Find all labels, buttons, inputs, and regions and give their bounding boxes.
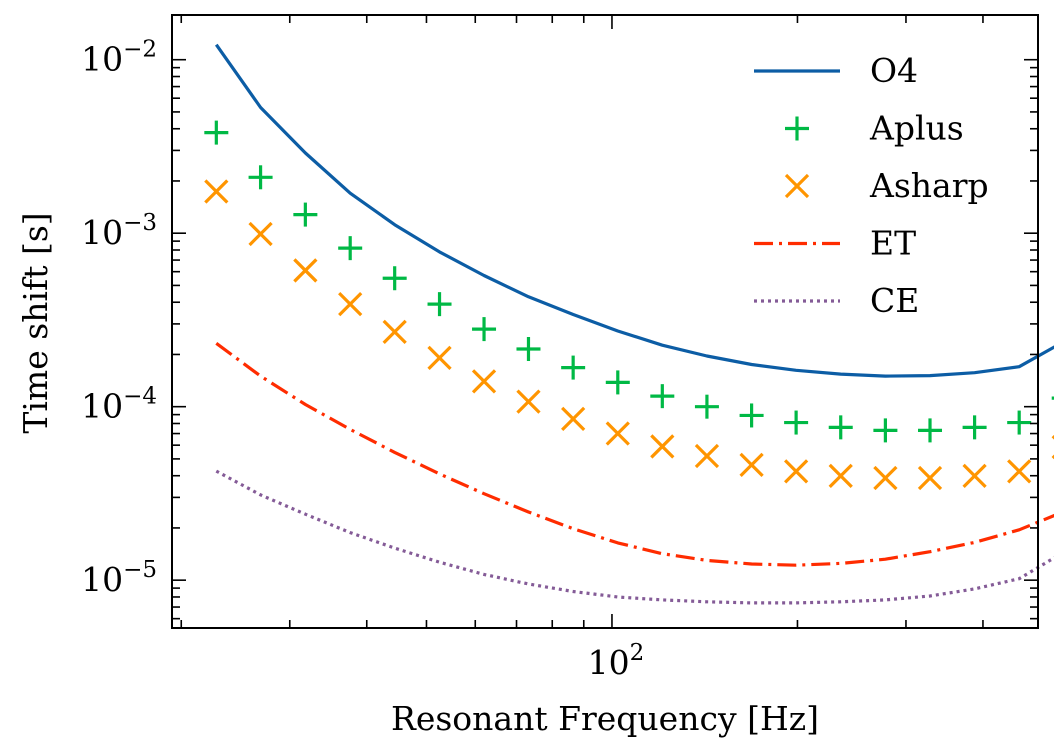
marker-asharp [962,463,987,489]
marker-asharp [204,179,229,204]
marker-aplus [739,403,764,428]
series-line-o4 [214,43,1054,378]
legend-label-ce: CE [870,281,919,320]
marker-asharp [471,369,497,394]
marker-asharp [427,345,452,371]
marker-aplus [427,292,452,317]
legend-label-asharp: Asharp [869,166,989,205]
marker-asharp [382,319,407,344]
marker-aplus [828,415,853,440]
tick-layer: 10−5 10−4 10−3 10−2 102 [81,15,1038,682]
marker-asharp [338,292,363,317]
marker-aplus [694,394,719,419]
marker-aplus [1007,410,1032,435]
y-tick-label: 10−2 [81,37,157,79]
series-line-et [215,342,1054,567]
marker-asharp [1007,459,1032,484]
plot-frame [171,14,1039,629]
marker-asharp [650,434,675,459]
marker-aplus [561,355,586,380]
marker-asharp [605,421,630,446]
marker-aplus [248,165,273,190]
marker-aplus [605,370,630,395]
x-tick-label: 102 [588,640,645,682]
y-tick-label: 10−5 [81,557,157,599]
legend-label-o4: O4 [870,51,918,90]
marker-aplus [873,418,898,443]
marker-aplus [516,337,541,362]
x-axis-label: Resonant Frequency [Hz] [391,699,819,738]
y-tick-label: 10−4 [81,384,157,426]
marker-aplus [472,317,497,342]
marker-aplus [918,418,943,443]
data-layer [204,43,1054,605]
marker-asharp [783,459,809,484]
marker-asharp [828,463,853,489]
marker-asharp [248,221,273,247]
legend-label-et: ET [870,224,916,263]
marker-aplus [382,266,407,291]
marker-asharp [917,465,943,491]
series-line-ce [215,469,1054,605]
legend-marker-aplus [785,116,809,141]
legend-marker-asharp [784,173,810,199]
marker-aplus [962,415,987,440]
legend: O4 Aplus Asharp ET CE [754,51,989,320]
marker-asharp [561,406,586,432]
marker-asharp [293,258,318,283]
marker-aplus [650,384,675,409]
legend-label-aplus: Aplus [869,109,964,148]
marker-aplus [784,410,809,435]
y-axis-label: Time shift [s] [16,212,55,433]
marker-aplus [293,202,318,227]
marker-asharp [873,465,898,491]
marker-asharp [516,389,541,414]
y-tick-label: 10−3 [81,210,157,252]
marker-asharp [694,443,720,469]
marker-aplus [204,120,229,145]
marker-aplus [338,236,363,261]
marker-asharp [739,452,764,477]
